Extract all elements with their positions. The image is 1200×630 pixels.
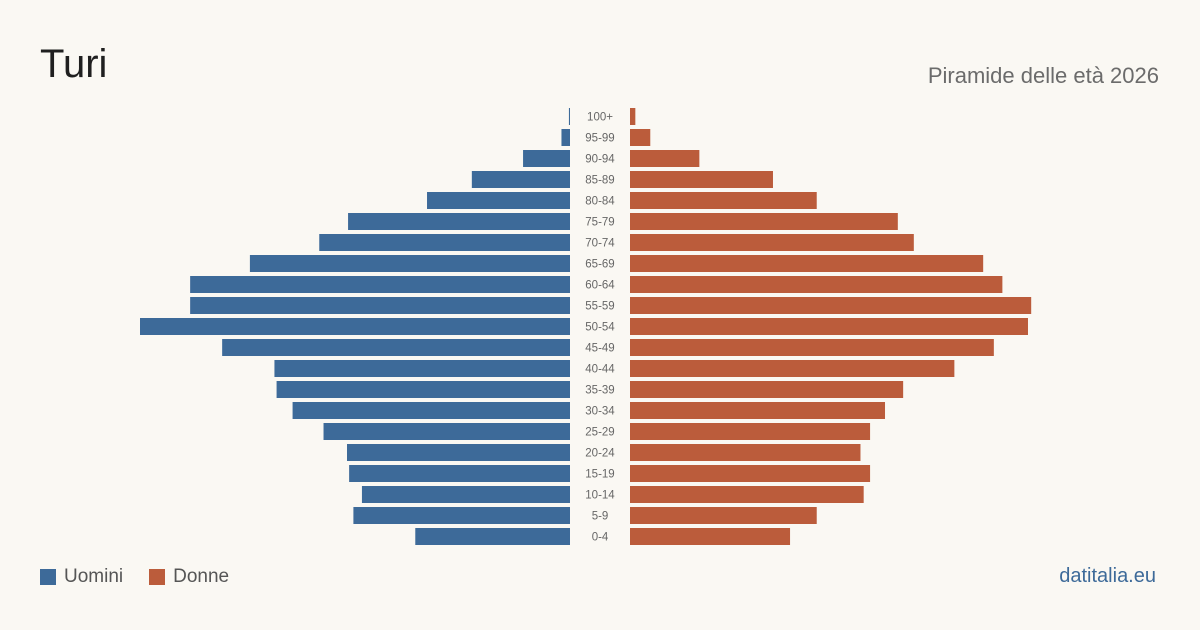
bar-male-30-34: [292, 402, 570, 419]
legend-label-male: Uomini: [64, 566, 124, 587]
bar-male-5-9: [353, 507, 570, 524]
bar-male-40-44: [274, 360, 570, 377]
bar-female-45-49: [630, 339, 994, 356]
legend-swatch-male: [40, 569, 56, 585]
bar-male-80-84: [427, 192, 570, 209]
bar-female-80-84: [630, 192, 817, 209]
age-group-label: 5-9: [592, 511, 609, 523]
bar-female-10-14: [630, 486, 864, 503]
bar-female-30-34: [630, 402, 886, 419]
bar-female-40-44: [630, 360, 955, 377]
bar-male-0-4: [415, 528, 570, 545]
age-group-label: 90-94: [585, 154, 615, 166]
bar-male-75-79: [348, 213, 570, 230]
age-group-label: 70-74: [585, 238, 615, 250]
bar-female-15-19: [630, 465, 871, 482]
bar-male-35-39: [276, 381, 570, 398]
bar-female-70-74: [630, 234, 914, 251]
bar-female-25-29: [630, 423, 871, 440]
age-group-label: 100+: [587, 112, 613, 124]
bar-female-35-39: [630, 381, 904, 398]
age-group-label: 60-64: [585, 280, 615, 292]
legend-item-male: Uomini: [40, 566, 123, 588]
age-group-label: 20-24: [585, 448, 615, 460]
bar-female-5-9: [630, 507, 817, 524]
age-group-label: 30-34: [585, 406, 615, 418]
page-title: Turi: [40, 42, 108, 86]
legend: Uomini Donne: [40, 566, 255, 588]
chart-subtitle: Piramide delle età 2026: [927, 63, 1159, 88]
bar-female-75-79: [630, 213, 898, 230]
bar-male-25-29: [323, 423, 570, 440]
legend-swatch-female: [149, 569, 166, 585]
bar-male-70-74: [319, 234, 570, 251]
bar-female-90-94: [630, 150, 700, 167]
bar-female-60-64: [630, 276, 1003, 293]
bar-female-50-54: [630, 318, 1028, 335]
bar-male-20-24: [346, 444, 570, 461]
age-group-label: 55-59: [585, 301, 614, 313]
legend-item-female: Donne: [149, 566, 229, 588]
age-group-label: 40-44: [585, 364, 615, 376]
bar-female-0-4: [630, 528, 791, 545]
bar-female-65-69: [630, 255, 984, 272]
age-group-label: 65-69: [585, 259, 614, 271]
bar-male-15-19: [349, 465, 570, 482]
bar-male-10-14: [361, 486, 570, 503]
bar-male-65-69: [249, 255, 570, 272]
age-group-label: 15-19: [585, 469, 614, 481]
bar-female-100+: [630, 108, 636, 125]
legend-label-female: Donne: [173, 566, 230, 587]
bar-male-100+: [568, 108, 570, 125]
bar-female-55-59: [630, 297, 1032, 314]
age-group-label: 95-99: [585, 133, 614, 145]
age-group-label: 10-14: [585, 490, 615, 502]
age-group-label: 50-54: [585, 322, 615, 334]
age-group-label: 35-39: [585, 385, 614, 397]
source-link[interactable]: datitalia.eu: [1059, 565, 1156, 587]
age-group-label: 75-79: [585, 217, 614, 229]
bar-female-85-89: [630, 171, 773, 188]
age-group-label: 85-89: [585, 175, 614, 187]
bar-male-85-89: [471, 171, 570, 188]
bar-female-95-99: [630, 129, 651, 146]
bar-male-95-99: [561, 129, 570, 146]
bar-male-45-49: [222, 339, 570, 356]
bar-male-50-54: [140, 318, 570, 335]
bar-male-60-64: [190, 276, 571, 293]
bar-female-20-24: [630, 444, 861, 461]
bar-male-90-94: [523, 150, 570, 167]
bar-male-55-59: [190, 297, 571, 314]
age-group-label: 0-4: [592, 532, 609, 544]
age-group-label: 25-29: [585, 427, 614, 439]
age-group-label: 45-49: [585, 343, 614, 355]
age-group-label: 80-84: [585, 196, 615, 208]
